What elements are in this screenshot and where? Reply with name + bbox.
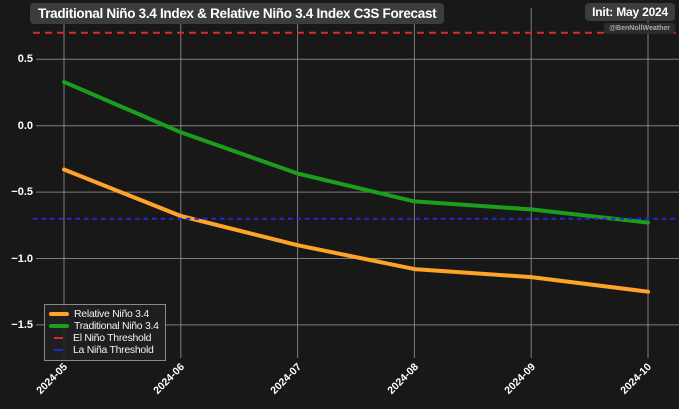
y-tick-label: −1.0 (11, 252, 33, 265)
watermark-handle: @BenNollWeather (604, 23, 675, 34)
legend-series-swatch (49, 324, 69, 328)
legend-item-label: Traditional Niño 3.4 (74, 320, 159, 332)
y-tick-label: 0.5 (17, 53, 33, 66)
legend-series-swatch (49, 312, 69, 316)
y-tick-label: −1.5 (11, 318, 33, 331)
legend-item-label: El Niño Threshold (73, 332, 152, 344)
chart-title: Traditional Niño 3.4 Index & Relative Ni… (30, 3, 445, 24)
legend-threshold-swatch (54, 336, 63, 340)
y-tick-label: −0.5 (11, 186, 33, 199)
y-tick-label: 0.0 (17, 119, 33, 132)
legend-item: La Niña Threshold (49, 344, 159, 356)
legend-item: Relative Niño 3.4 (49, 308, 159, 320)
legend-item-label: La Niña Threshold (73, 344, 154, 356)
legend-item: Traditional Niño 3.4 (49, 320, 159, 332)
traditional-nino-series-line (62, 79, 650, 225)
relative-nino-series-line (62, 167, 650, 294)
legend-item-label: Relative Niño 3.4 (74, 308, 149, 320)
init-badge: Init: May 2024 (585, 3, 675, 21)
legend: Relative Niño 3.4 Traditional Niño 3.4 El … (44, 304, 166, 361)
legend-item: El Niño Threshold (49, 332, 159, 344)
legend-threshold-swatch (54, 348, 63, 352)
